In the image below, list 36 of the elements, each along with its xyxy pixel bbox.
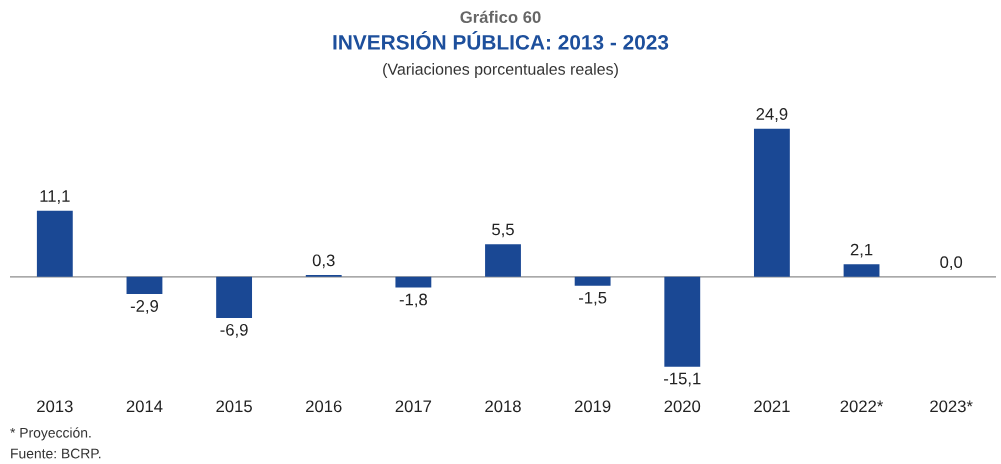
data-label: 11,1 xyxy=(40,190,70,204)
x-tick-label: 2014 xyxy=(126,400,163,413)
data-label: -1,5 xyxy=(579,291,607,306)
chart-title: INVERSIÓN PÚBLICA: 2013 - 2023 xyxy=(333,31,669,50)
text: * Proyección. xyxy=(10,427,91,441)
x-tick-label: 2018 xyxy=(485,400,521,413)
data-label: 0,3 xyxy=(312,254,335,269)
x-tick-label: 2015 xyxy=(216,400,252,413)
x-tick-label: 2019 xyxy=(574,400,611,413)
bar xyxy=(843,264,880,277)
data-label: 24,9 xyxy=(756,108,788,122)
bar xyxy=(574,276,611,286)
data-label: -1,8 xyxy=(399,293,427,308)
bar xyxy=(485,244,521,277)
text: Gráfico 60 xyxy=(460,10,541,24)
data-label: -6,9 xyxy=(220,323,248,338)
x-tick-label: 2023* xyxy=(930,400,973,413)
bar xyxy=(664,276,701,367)
x-tick-label: 2016 xyxy=(306,400,342,413)
x-tick-label: 2013 xyxy=(37,400,73,413)
data-label: 0,0 xyxy=(940,256,963,270)
bar xyxy=(126,276,163,295)
data-label: 5,5 xyxy=(492,223,514,238)
source-note: Fuente: BCRP. xyxy=(11,448,101,459)
x-tick-label: 2020 xyxy=(664,400,701,413)
bar xyxy=(753,128,790,277)
data-label: 2,1 xyxy=(850,243,873,258)
bar xyxy=(395,276,432,288)
data-label: -2,9 xyxy=(130,300,159,314)
x-tick-label: 2022* xyxy=(840,400,884,413)
chart-subtitle: (Variaciones porcentuales reales) xyxy=(383,63,618,78)
bar xyxy=(216,276,253,318)
bar xyxy=(36,210,73,277)
x-tick-label: 2021 xyxy=(754,400,790,413)
x-tick-label: 2017 xyxy=(395,400,432,413)
data-label: -15,1 xyxy=(664,372,701,387)
